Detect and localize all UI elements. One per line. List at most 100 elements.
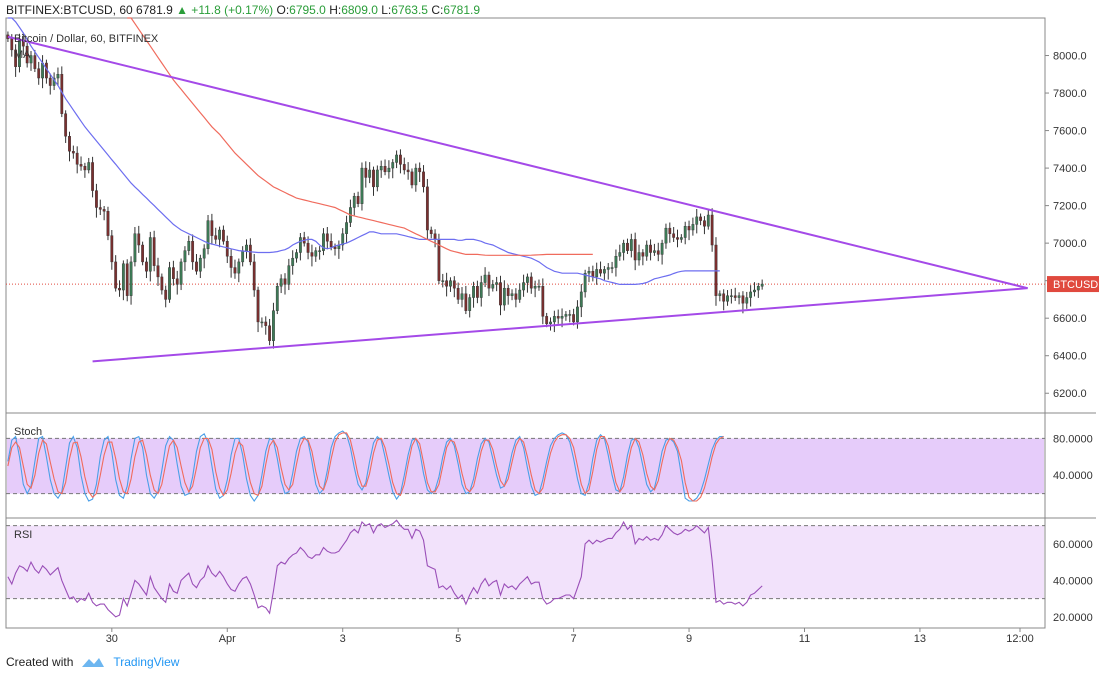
candle-body xyxy=(660,242,664,255)
candle xyxy=(325,227,329,250)
time-tick-label: 13 xyxy=(914,633,926,645)
candle xyxy=(206,215,210,255)
candle-body xyxy=(168,267,171,300)
candle-body xyxy=(98,207,102,210)
candle-body xyxy=(152,237,156,266)
candle xyxy=(541,278,545,325)
candle xyxy=(433,229,437,248)
candle xyxy=(452,276,456,298)
chart-svg[interactable]: 8000.07800.07600.07400.07200.07000.06800… xyxy=(0,0,1100,650)
tradingview-brand[interactable]: TradingView xyxy=(113,655,180,669)
candle xyxy=(425,178,429,240)
candle xyxy=(664,223,668,249)
candle xyxy=(71,145,75,159)
candle-body xyxy=(722,293,726,302)
candle xyxy=(383,159,387,176)
candle-body xyxy=(175,278,179,285)
candle-body xyxy=(310,252,314,257)
price-pane[interactable] xyxy=(6,17,1045,363)
candle-body xyxy=(679,237,683,240)
candle xyxy=(687,220,691,241)
rsi-pane[interactable] xyxy=(6,519,1045,618)
candle-body xyxy=(172,267,175,279)
rsi-tick-label: 40.0000 xyxy=(1053,575,1093,587)
candle-body xyxy=(626,242,629,251)
candle-body xyxy=(710,214,714,246)
candle xyxy=(145,257,148,279)
candle-body xyxy=(71,151,75,154)
candle xyxy=(456,282,460,304)
candle-body xyxy=(756,286,760,291)
candle-body xyxy=(695,216,699,225)
candle-body xyxy=(283,278,287,285)
candle-body xyxy=(287,265,291,285)
candle-body xyxy=(268,325,271,341)
candle xyxy=(745,291,749,309)
candle xyxy=(375,165,379,192)
candle xyxy=(106,206,110,241)
candle-body xyxy=(545,316,549,325)
candle xyxy=(110,230,114,270)
price-change: ▲ +11.8 (+0.17%) xyxy=(176,3,274,17)
candle-body xyxy=(699,216,702,221)
candle xyxy=(629,233,633,258)
candle xyxy=(418,162,422,182)
candle xyxy=(649,239,652,261)
close-value: 6781.9 xyxy=(443,3,481,17)
candle xyxy=(729,288,733,304)
candle xyxy=(549,317,552,331)
candle xyxy=(760,279,764,290)
candle xyxy=(733,287,737,301)
candle xyxy=(214,227,218,244)
candle-body xyxy=(95,190,98,208)
candle xyxy=(695,208,699,234)
candle-body xyxy=(14,49,18,67)
candle-body xyxy=(225,241,229,257)
created-with-label: Created with xyxy=(6,655,74,669)
candle xyxy=(379,160,383,178)
candle xyxy=(195,254,198,275)
candle xyxy=(372,166,375,196)
candle-body xyxy=(145,261,148,272)
stoch-k-line xyxy=(7,430,724,502)
chart-header: BITFINEX:BTCUSD, 60 6781.9 ▲ +11.8 (+0.1… xyxy=(6,2,480,18)
symbol-label: BITFINEX:BTCUSD, 60 xyxy=(6,3,133,17)
candle xyxy=(310,244,314,267)
candle-body xyxy=(718,293,722,296)
candle xyxy=(218,226,221,248)
candle xyxy=(75,146,79,174)
candle xyxy=(641,249,645,266)
candle-body xyxy=(156,265,160,278)
candle-body xyxy=(579,291,583,308)
candle xyxy=(679,234,683,243)
candle xyxy=(275,282,279,315)
candle-body xyxy=(364,167,368,178)
candle-body xyxy=(383,166,387,173)
candle xyxy=(191,234,195,270)
candle-body xyxy=(121,263,125,291)
candle xyxy=(272,302,275,349)
candle xyxy=(479,275,483,307)
footer: Created with TradingView xyxy=(6,652,179,672)
candle xyxy=(706,209,710,230)
candle-body xyxy=(325,233,329,242)
high-value: 6809.0 xyxy=(341,3,378,17)
price-tick-label: 8000.0 xyxy=(1053,51,1087,63)
candle xyxy=(252,254,256,297)
candle xyxy=(591,265,595,282)
candle xyxy=(148,231,152,282)
candle xyxy=(410,168,414,189)
candle-body xyxy=(10,38,14,51)
candle-body xyxy=(391,162,395,169)
candle-body xyxy=(479,282,483,298)
candle xyxy=(614,249,618,277)
candle xyxy=(753,282,756,297)
candle xyxy=(25,42,29,68)
rsi-band xyxy=(7,525,1044,599)
candle-body xyxy=(749,291,753,298)
candle xyxy=(749,285,753,307)
candle-body xyxy=(464,293,468,311)
stoch-pane[interactable] xyxy=(6,430,1045,502)
candle xyxy=(491,279,495,292)
candle xyxy=(460,287,464,308)
